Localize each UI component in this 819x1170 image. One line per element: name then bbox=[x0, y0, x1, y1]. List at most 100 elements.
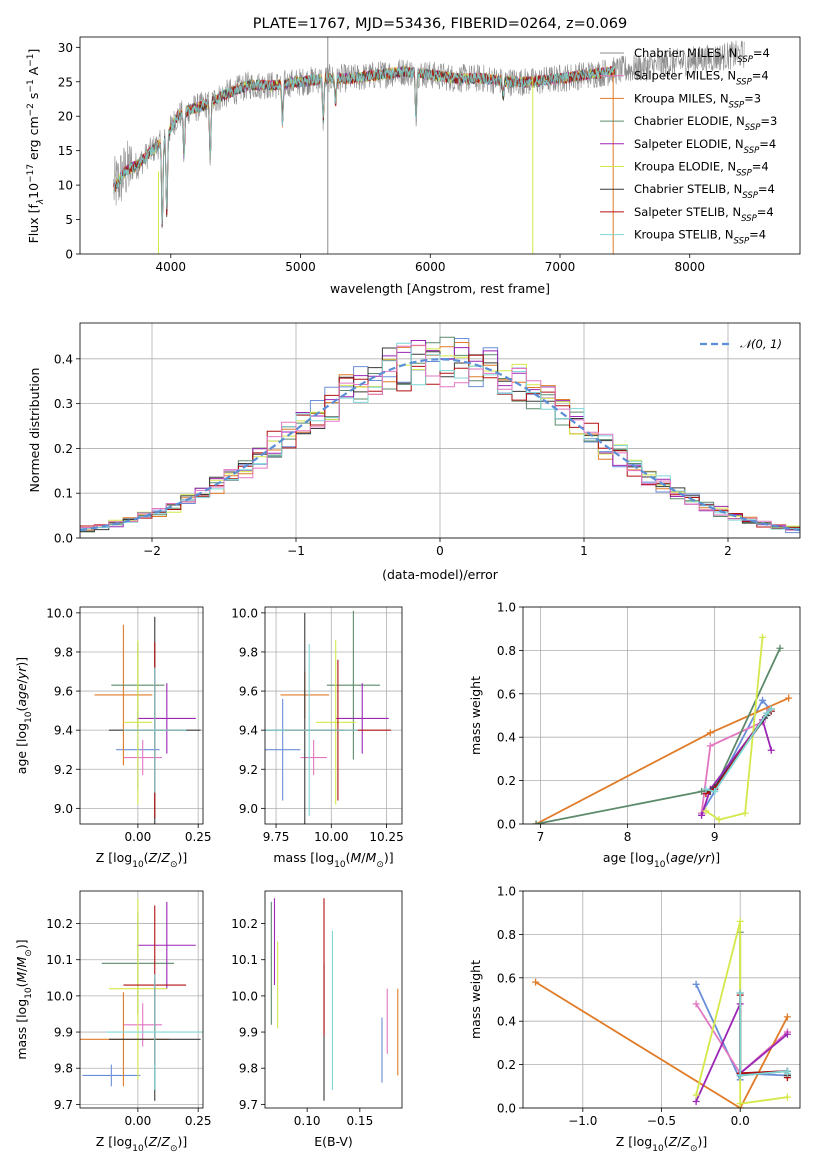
x-tick-label: 7 bbox=[537, 830, 545, 844]
axes-frame bbox=[264, 606, 403, 825]
y-tick-label: 0.0 bbox=[497, 818, 516, 832]
y-tick-label: 9.0 bbox=[54, 802, 73, 816]
x-tick-label: 10.25 bbox=[369, 830, 403, 844]
x-tick-label: 9 bbox=[711, 830, 719, 844]
x-tick-label: 10.00 bbox=[314, 830, 348, 844]
y-axis-label-part: −17 bbox=[26, 164, 36, 183]
x-tick-label: 6000 bbox=[415, 260, 446, 274]
weight-point-marker bbox=[763, 709, 771, 717]
x-axis-label-part: ( bbox=[144, 850, 149, 865]
errorbar-point bbox=[106, 974, 203, 1090]
y-tick-label: 9.6 bbox=[239, 685, 258, 699]
plot-area bbox=[80, 336, 800, 538]
weight-point-marker bbox=[783, 1093, 791, 1101]
y-axis-label-part: M bbox=[14, 972, 29, 983]
weight-point-marker bbox=[532, 820, 540, 824]
weight-point-marker bbox=[736, 989, 744, 997]
weight-series bbox=[702, 705, 775, 795]
weight-point-marker bbox=[785, 694, 793, 702]
axes-frame bbox=[264, 890, 403, 1109]
legend-entry-count: =4 bbox=[753, 46, 770, 60]
y-axis-label-part: ⊙ bbox=[24, 949, 34, 957]
errorbar-point bbox=[123, 739, 162, 776]
errorbar-point bbox=[123, 640, 153, 805]
y-tick-label: 9.8 bbox=[54, 645, 73, 659]
legend-entry-subscript: SSP bbox=[736, 169, 752, 179]
weight-point-marker bbox=[698, 787, 706, 795]
x-axis-label-part: 10 bbox=[334, 860, 346, 870]
x-tick-label: 0.10 bbox=[294, 1114, 321, 1128]
y-tick-label: 9.8 bbox=[239, 645, 258, 659]
y-tick-label: 0.8 bbox=[497, 644, 516, 658]
x-tick-label: 1 bbox=[580, 544, 588, 558]
y-axis-label-part: −1 bbox=[26, 54, 36, 67]
axes-frame bbox=[522, 606, 801, 825]
x-axis-label-part: ( bbox=[664, 1134, 669, 1149]
weight-point-marker bbox=[698, 811, 706, 819]
y-tick-label: 10.1 bbox=[46, 953, 73, 967]
y-axis-label: mass weight bbox=[468, 960, 483, 1039]
y-axis-label: mass [log10(M/M⊙)] bbox=[14, 939, 34, 1059]
x-axis-label-part: age [log bbox=[603, 850, 654, 865]
x-tick-label: 5000 bbox=[285, 260, 316, 274]
y-axis-label-part: Flux [f bbox=[26, 204, 41, 244]
x-axis-label-part: ( bbox=[665, 850, 670, 865]
errorbar-point bbox=[137, 683, 196, 754]
x-axis-label-part: )] bbox=[384, 850, 394, 865]
y-tick-label: 9.6 bbox=[54, 685, 73, 699]
axes-frame bbox=[79, 36, 801, 255]
legend-entry-label: Salpeter MILES, N bbox=[634, 69, 736, 83]
x-axis-label-part: ⊙ bbox=[376, 860, 384, 870]
errorbar-point bbox=[94, 624, 153, 766]
axes-frame bbox=[79, 890, 204, 1109]
y-tick-label: 0.4 bbox=[54, 352, 73, 366]
weight-point-marker bbox=[736, 917, 744, 925]
legend-entry-subscript: SSP bbox=[729, 100, 745, 110]
weight-point-marker bbox=[783, 1013, 791, 1021]
y-tick-label: 9.9 bbox=[54, 1026, 73, 1040]
x-axis-label-part: 10 bbox=[132, 1144, 144, 1154]
legend-entry-label: Kroupa MILES, N bbox=[634, 91, 729, 105]
weight-point-marker bbox=[706, 742, 714, 750]
y-tick-label: 0.6 bbox=[497, 971, 516, 985]
legend-entry-count: =3 bbox=[744, 91, 761, 105]
weight-series-line bbox=[700, 698, 773, 814]
y-axis-label-part: / bbox=[14, 967, 29, 972]
plot-area bbox=[113, 37, 745, 254]
x-axis-label-part: yr bbox=[697, 850, 711, 865]
x-axis-label: (data-model)/error bbox=[382, 567, 499, 582]
legend-entry-label: Chabrier MILES, N bbox=[634, 46, 737, 60]
axes-frame bbox=[522, 890, 801, 1109]
y-axis-label-part: ] bbox=[26, 49, 41, 54]
errorbar-point bbox=[265, 698, 301, 801]
legend-entry-count: =4 bbox=[758, 182, 775, 196]
residual-legend: 𝒩(0, 1) bbox=[700, 337, 782, 351]
weight-series-line bbox=[700, 717, 773, 816]
y-tick-label: 9.7 bbox=[54, 1098, 73, 1112]
x-tick-label: 0.0 bbox=[731, 1114, 750, 1128]
plot-area bbox=[532, 633, 793, 824]
y-tick-label: 30 bbox=[58, 41, 73, 55]
mass-weight-vs-metallicity-panel: −1.0 −0.5 0.00.00.20.40.60.81.0Z [log10(Z/… bbox=[468, 885, 801, 1154]
x-axis-label-part: ⊙ bbox=[170, 1144, 178, 1154]
y-axis-label-part: )] bbox=[14, 657, 29, 667]
weight-point-marker bbox=[759, 633, 767, 641]
y-axis-label-part: erg cm bbox=[26, 116, 41, 164]
legend-entry-count: =4 bbox=[759, 137, 776, 151]
mass-weight-vs-age-panel: 7 8 9 0.0 0.2 0.4 0.6 0.8 1.0 age [log10(age/yr)]… bbox=[468, 601, 801, 870]
y-tick-label: 0.1 bbox=[54, 487, 73, 501]
errorbar-point bbox=[335, 683, 389, 754]
errorbar-point bbox=[82, 1064, 141, 1087]
plot-area bbox=[270, 898, 399, 1101]
legend-entry-subscript: SSP bbox=[741, 214, 757, 224]
mass-vs-metallicity-panel: 0.00 0.259.79.89.910.010.110.2Z [log10(Z/… bbox=[14, 890, 212, 1154]
y-axis-label-part: A bbox=[26, 66, 41, 79]
y-tick-label: 9.8 bbox=[239, 1062, 258, 1076]
x-tick-label: −1.0 bbox=[568, 1114, 597, 1128]
legend-entry-count: =4 bbox=[749, 228, 766, 242]
x-tick-label: 0.00 bbox=[125, 830, 152, 844]
x-axis-label-part: age bbox=[670, 850, 694, 865]
legend-entry-count: =4 bbox=[752, 69, 769, 83]
x-tick-label: 2 bbox=[724, 544, 732, 558]
errorbar-point bbox=[265, 644, 358, 817]
